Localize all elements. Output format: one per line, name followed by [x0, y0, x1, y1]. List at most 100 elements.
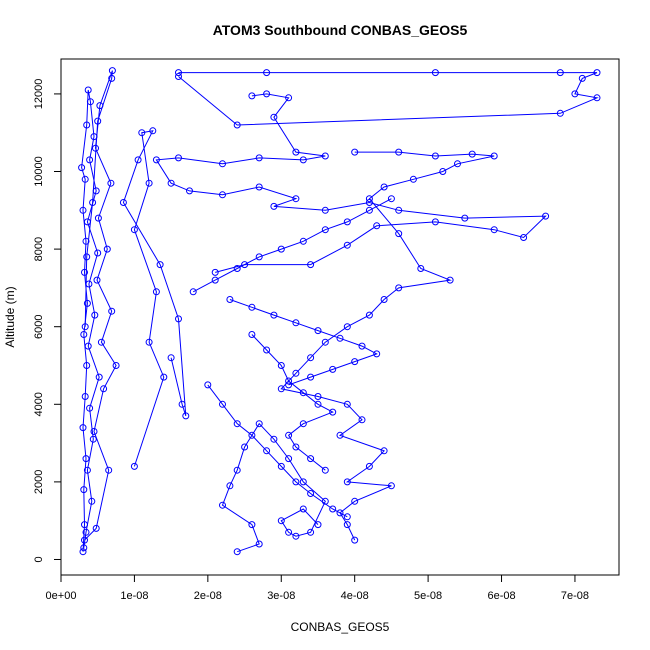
- data-point: [578, 74, 586, 82]
- data-point: [365, 311, 373, 319]
- data-point: [156, 261, 164, 269]
- data-point: [81, 536, 88, 544]
- series-line: [81, 89, 100, 552]
- series-group: [78, 86, 103, 556]
- data-point: [248, 521, 256, 529]
- data-point: [277, 462, 285, 470]
- data-point: [81, 268, 88, 276]
- data-point: [270, 435, 278, 443]
- data-point: [103, 245, 111, 253]
- data-point: [439, 168, 447, 175]
- data-point: [152, 156, 160, 164]
- series-group: [219, 420, 329, 556]
- data-point: [292, 443, 300, 451]
- data-point: [160, 373, 168, 381]
- data-point: [292, 148, 300, 156]
- data-point: [175, 315, 182, 323]
- series-line: [192, 198, 392, 293]
- data-point: [343, 323, 351, 331]
- data-point: [520, 234, 528, 241]
- data-point: [78, 164, 86, 172]
- series-line: [280, 151, 495, 541]
- data-point: [226, 482, 234, 490]
- data-point: [409, 175, 417, 183]
- data-point: [417, 265, 425, 272]
- data-point: [100, 385, 108, 393]
- data-point: [285, 94, 293, 102]
- data-point: [182, 412, 190, 420]
- data-point: [395, 230, 403, 238]
- data-point: [145, 179, 153, 187]
- data-point: [395, 148, 403, 156]
- y-tick-label: 10000: [33, 156, 45, 187]
- data-point: [461, 214, 469, 222]
- data-point: [299, 237, 307, 245]
- data-point: [94, 249, 102, 257]
- data-point: [219, 160, 226, 168]
- data-point: [241, 443, 249, 451]
- data-point: [351, 497, 359, 505]
- data-point: [82, 455, 90, 463]
- data-point: [336, 509, 344, 517]
- data-point: [277, 517, 285, 525]
- series-group: [204, 381, 351, 521]
- data-point: [263, 346, 271, 354]
- data-point: [149, 127, 157, 135]
- data-point: [219, 400, 226, 408]
- data-point: [380, 447, 388, 455]
- data-point: [88, 497, 96, 505]
- data-point: [343, 513, 351, 521]
- data-point: [84, 342, 92, 350]
- data-point: [130, 462, 138, 470]
- data-point: [175, 154, 182, 162]
- data-point: [336, 431, 344, 439]
- y-tick-label: 6000: [33, 314, 45, 338]
- x-tick-label: 4e-08: [341, 590, 369, 602]
- series-group: [175, 69, 601, 129]
- data-point: [79, 206, 87, 214]
- data-point: [292, 369, 300, 377]
- x-axis-label: CONBAS_GEOS5: [291, 620, 390, 634]
- data-point: [211, 276, 219, 284]
- data-point: [263, 447, 271, 455]
- data-point: [175, 69, 182, 77]
- data-point: [112, 362, 120, 369]
- data-point: [108, 74, 116, 82]
- data-point: [314, 327, 322, 335]
- x-tick-label: 0e+00: [46, 590, 77, 602]
- data-point: [145, 338, 153, 346]
- data-point: [380, 296, 388, 303]
- data-point: [93, 276, 101, 284]
- data-point: [329, 505, 337, 513]
- data-point: [307, 490, 315, 497]
- data-point: [263, 69, 271, 77]
- data-point: [138, 129, 146, 137]
- data-point: [119, 199, 127, 206]
- data-point: [329, 408, 337, 416]
- x-axis: 0e+00 1e-08 2e-08 3e-08 4e-08 5e-08 6e-08 7e-08: [46, 574, 589, 602]
- data-point: [94, 117, 102, 125]
- data-point: [108, 307, 116, 315]
- data-point: [277, 362, 285, 369]
- data-point: [307, 455, 315, 463]
- data-point: [92, 144, 99, 152]
- data-point: [299, 156, 307, 164]
- series-line: [207, 384, 348, 518]
- data-point: [351, 536, 359, 544]
- data-point: [81, 323, 89, 331]
- x-tick-label: 6e-08: [487, 590, 515, 602]
- data-point: [431, 152, 439, 160]
- plot-frame: [60, 58, 620, 576]
- data-point: [130, 226, 138, 234]
- data-point: [329, 365, 337, 373]
- data-point: [277, 385, 285, 393]
- data-point: [365, 206, 373, 214]
- data-point: [358, 416, 366, 424]
- data-point: [248, 331, 256, 338]
- data-point: [81, 175, 89, 183]
- data-point: [83, 299, 91, 307]
- data-point: [84, 86, 92, 94]
- series-group: [189, 195, 395, 296]
- data-point: [83, 466, 91, 474]
